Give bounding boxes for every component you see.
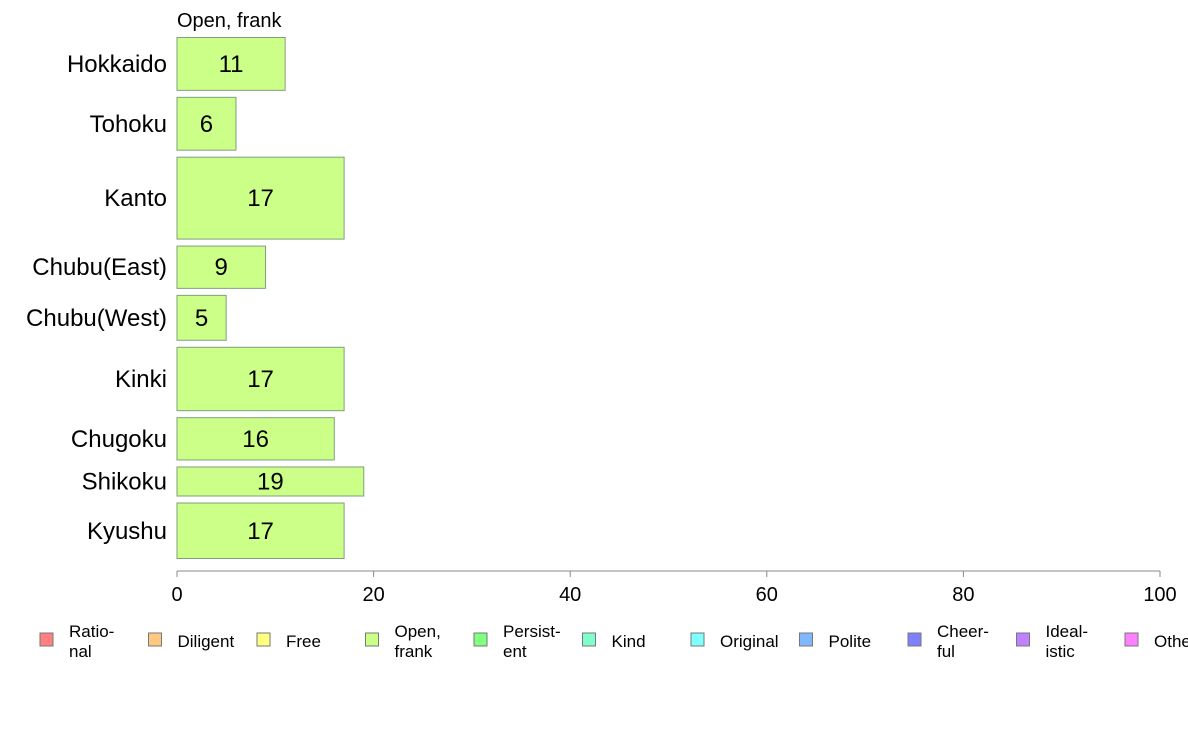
bar-kinki — [176, 346, 345, 412]
category-label: Kinki — [115, 366, 167, 393]
bar-value-label: 17 — [247, 185, 274, 212]
legend-swatch — [256, 632, 271, 647]
x-tick-label: 60 — [756, 584, 778, 606]
legend: Ratio-nal Diligent Free Open, frank Persist-e… — [39, 622, 1188, 661]
legend-swatch — [690, 632, 705, 647]
category-label: Hokkaido — [67, 51, 167, 78]
bar-kanto — [176, 156, 345, 240]
legend-swatch — [1016, 632, 1030, 647]
category-label: Chubu(West) — [26, 305, 167, 332]
bar-value-label: 6 — [200, 111, 213, 138]
x-tick-label: 40 — [559, 584, 581, 606]
bar-chubu-west — [176, 294, 227, 341]
legend-label: Polite — [829, 632, 872, 651]
legend-swatch — [473, 632, 488, 647]
x-tick-label: 80 — [952, 584, 974, 606]
legend-label: Persist-ent — [503, 622, 561, 661]
bar-value-label: 17 — [247, 518, 274, 545]
legend-swatch — [148, 632, 162, 647]
legend-label: Free — [286, 632, 321, 651]
bar-shikoku — [176, 466, 365, 497]
bar-value-label: 17 — [247, 366, 274, 393]
bar-hokkaido — [176, 37, 286, 91]
legend-label: Ratio-nal — [69, 622, 114, 661]
bar-value-label: 19 — [257, 468, 284, 495]
category-label: Chubu(East) — [32, 254, 167, 281]
legend-swatch — [907, 632, 922, 647]
legend-label: Original — [720, 632, 779, 651]
bars-group: 11 Hokkaido 6 Tohoku 17 Kanto 9 Chubu(East) 5 Chu… — [26, 37, 365, 560]
legend-label: Ideal-istic — [1046, 622, 1089, 661]
category-label: Chugoku — [71, 426, 167, 453]
legend-label: Open, frank — [395, 622, 441, 661]
x-axis: 0 20 40 60 80 100 — [171, 570, 1177, 606]
bar-chubu-east — [176, 245, 266, 289]
legend-label: Other — [1154, 632, 1188, 651]
category-label: Kanto — [104, 185, 167, 212]
bar-value-label: 11 — [219, 51, 244, 78]
legend-swatch — [39, 632, 54, 647]
legend-swatch — [1124, 632, 1139, 647]
x-tick-label: 100 — [1143, 584, 1176, 606]
chart-title: Open, frank — [177, 10, 283, 32]
x-tick-label: 0 — [171, 584, 182, 606]
category-label: Kyushu — [87, 518, 167, 545]
bar-kyushu — [176, 502, 345, 560]
bar-chugoku — [176, 417, 335, 461]
legend-label: Diligent — [178, 632, 235, 651]
legend-swatch — [582, 632, 596, 647]
category-label: Tohoku — [90, 111, 167, 138]
legend-swatch — [365, 632, 379, 647]
x-tick-label: 20 — [362, 584, 384, 606]
bar-value-label: 5 — [195, 305, 208, 332]
legend-label: Cheer-ful — [937, 622, 989, 661]
bar-tohoku — [176, 96, 237, 151]
bar-value-label: 16 — [242, 426, 269, 453]
category-label: Shikoku — [82, 468, 167, 495]
bar-value-label: 9 — [215, 254, 228, 281]
legend-label: Kind — [612, 632, 646, 651]
legend-swatch — [799, 632, 813, 647]
